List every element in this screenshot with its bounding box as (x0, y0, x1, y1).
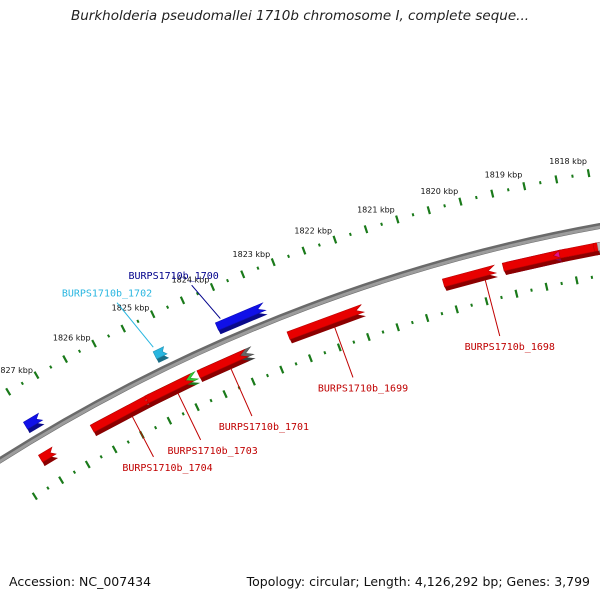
gene-arrow-face (441, 264, 498, 288)
gene-arrow-side (218, 309, 268, 335)
gene-arrow-face (144, 373, 195, 404)
gene-arrow-side (200, 355, 250, 382)
gene-track[interactable] (23, 237, 600, 467)
tick-label: 1827 kbp (0, 366, 33, 375)
gene-label-leader (191, 284, 221, 319)
unlabeled-gene-arrow[interactable] (144, 373, 196, 408)
tick-label: 1826 kbp (53, 334, 91, 343)
gene-arrow-face (38, 446, 57, 463)
gene-arrow-side (289, 310, 366, 344)
gene-label-leader (131, 415, 154, 458)
tick-label: 1818 kbp (549, 157, 587, 166)
gene-arrow-side (444, 270, 498, 291)
gene-arrow-side (560, 247, 600, 263)
gene-arrow-side (594, 250, 600, 256)
burps1710b-1698-gene-arrow[interactable] (441, 264, 498, 291)
gene-label[interactable]: BURPS1710b_1700 (129, 271, 219, 282)
gene-arrow-side (27, 419, 45, 434)
gene-label[interactable]: BURPS1710b_1703 (167, 446, 257, 457)
tick-label: 1825 kbp (112, 303, 150, 312)
unlabeled-gene-arrow[interactable] (501, 249, 564, 275)
gene-arrow-side (148, 380, 196, 408)
burps1710b-1700-gene-arrow[interactable] (214, 302, 268, 335)
gene-label-leader (334, 326, 354, 378)
gene-arrow-side (94, 400, 155, 437)
gene-label[interactable]: BURPS1710b_1701 (219, 422, 309, 433)
gene-label[interactable]: BURPS1710b_1702 (62, 289, 152, 300)
gene-labels: BURPS1710b_1700 BURPS1710b_1702 BURPS1710b… (62, 271, 555, 474)
chromosome-backbone (0, 225, 600, 464)
tick-label: 1819 kbp (485, 171, 523, 180)
gene-label-leader (484, 279, 501, 337)
gene-arrow-face (152, 346, 168, 360)
gene-arrow-face (196, 348, 250, 379)
gene-arrow-face (214, 302, 267, 331)
gene-arrow-face (596, 241, 600, 252)
accession-text: Accession: NC_007434 (9, 574, 152, 589)
gene-arrow-face (286, 304, 366, 340)
topology-text: Topology: circular; Length: 4,126,292 bp… (246, 574, 590, 589)
gene-arrow-side (42, 452, 59, 467)
unlabeled-gene-arrow[interactable] (196, 348, 250, 382)
gene-label-leader (230, 368, 253, 417)
gene-label[interactable]: BURPS1710b_1699 (318, 383, 408, 394)
tick-label: 1824 kbp (172, 275, 210, 284)
gene-label[interactable]: BURPS1710b_1704 (122, 463, 212, 474)
tick-label: 1823 kbp (233, 250, 271, 259)
tick-label: 1822 kbp (294, 226, 332, 235)
gene-arrow-face (501, 249, 563, 272)
unlabeled-gene-arrow[interactable] (23, 412, 45, 434)
kbp-ruler: 1827 kbp 1826 kbp 1825 kbp 1824 kbp 1823 kbp… (0, 157, 591, 396)
burps1710b-1699-gene-arrow[interactable] (286, 304, 366, 344)
tick-label: 1820 kbp (421, 187, 459, 196)
gene-label-leader (116, 302, 154, 348)
gene-arrow-side (156, 351, 170, 363)
gene-arrow-face (23, 412, 44, 430)
gene-label-leader (177, 392, 202, 441)
map-title: Burkholderia pseudomallei 1710b chromoso… (70, 8, 530, 24)
tick-label: 1821 kbp (357, 205, 395, 214)
burps1710b-1702-gene-arrow[interactable] (152, 346, 170, 363)
gene-label[interactable]: BURPS1710b_1698 (465, 342, 555, 353)
unlabeled-gene-arrow[interactable] (38, 446, 59, 467)
gene-arrow-side (504, 255, 564, 275)
